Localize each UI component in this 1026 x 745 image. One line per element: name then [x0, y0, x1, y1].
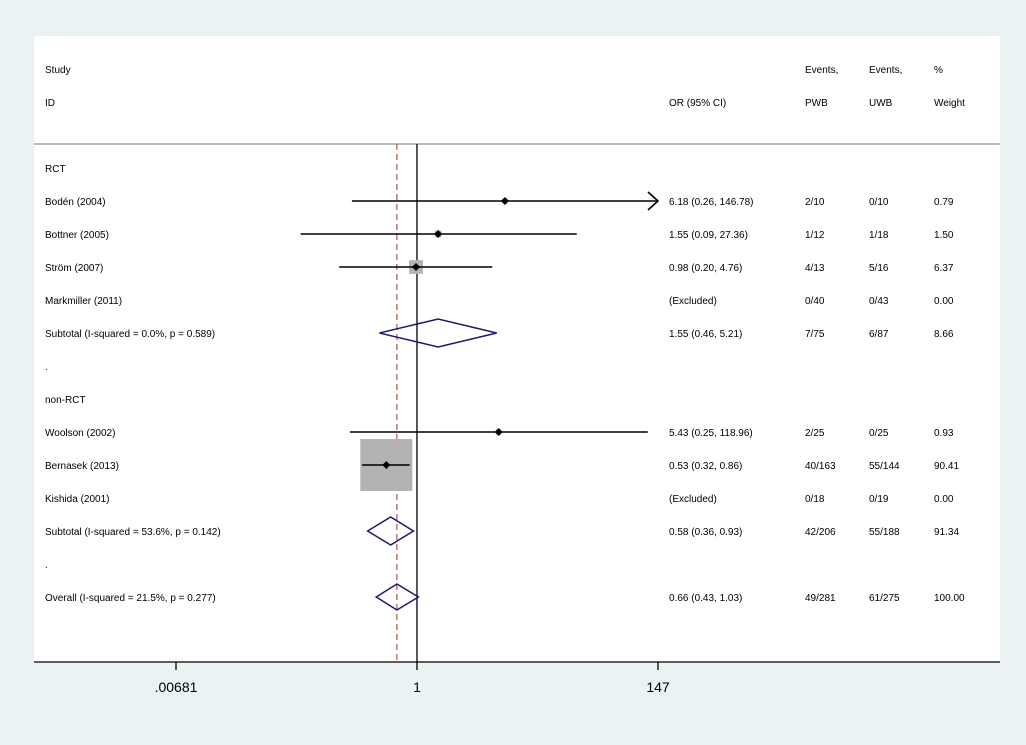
header-events-pwb-line2: PWB: [805, 98, 828, 109]
x-tick-label: 147: [646, 679, 670, 695]
table-text: Study ID OR (95% CI) Events, PWB Events,…: [45, 65, 965, 604]
point-estimate: [411, 263, 420, 271]
header-events-uwb-line1: Events,: [869, 65, 902, 76]
row-label: Bodén (2004): [45, 197, 106, 208]
overall-diamond: [374, 583, 420, 611]
weight-text: 91.34: [934, 527, 959, 538]
header-events-pwb-line1: Events,: [805, 65, 838, 76]
x-tick-label: .00681: [155, 679, 198, 695]
or-ci-text: 0.66 (0.43, 1.03): [669, 593, 742, 604]
row-label: .: [45, 560, 48, 571]
events-pwb-text: 2/25: [805, 428, 825, 439]
or-ci-text: 0.98 (0.20, 4.76): [669, 263, 742, 274]
events-uwb-text: 0/10: [869, 197, 889, 208]
events-uwb-text: 55/188: [869, 527, 900, 538]
header-id: ID: [45, 98, 55, 109]
events-uwb-text: 0/19: [869, 494, 889, 505]
events-uwb-text: 0/25: [869, 428, 889, 439]
events-pwb-text: 0/18: [805, 494, 825, 505]
reference-lines: [34, 143, 1000, 662]
or-ci-text: 0.58 (0.36, 0.93): [669, 527, 742, 538]
events-uwb-text: 1/18: [869, 230, 889, 241]
ci-arrow-right: [647, 191, 660, 211]
row-label: Ström (2007): [45, 263, 103, 274]
row-label: Subtotal (I-squared = 53.6%, p = 0.142): [45, 527, 221, 538]
row-label: RCT: [45, 164, 66, 175]
x-axis: .00681 1 147: [34, 661, 1000, 695]
point-estimate: [382, 461, 391, 469]
header-weight-line1: %: [934, 65, 943, 76]
row-label: Markmiller (2011): [45, 296, 122, 307]
header-study: Study: [45, 65, 71, 76]
weight-text: 6.37: [934, 263, 954, 274]
row-label: non-RCT: [45, 395, 86, 406]
row-label: Overall (I-squared = 21.5%, p = 0.277): [45, 593, 216, 604]
row-label: Bernasek (2013): [45, 461, 119, 472]
row-label: .: [45, 362, 48, 373]
point-estimate: [494, 428, 503, 436]
study-marks: [300, 191, 660, 611]
x-tick-label: 1: [413, 679, 421, 695]
events-uwb-text: 5/16: [869, 263, 889, 274]
events-pwb-text: 2/10: [805, 197, 825, 208]
or-ci-text: 1.55 (0.46, 5.21): [669, 329, 742, 340]
row-label: Bottner (2005): [45, 230, 109, 241]
weight-text: 8.66: [934, 329, 954, 340]
plot-background: [34, 36, 1000, 662]
events-pwb-text: 1/12: [805, 230, 825, 241]
weight-text: 0.79: [934, 197, 954, 208]
weight-text: 100.00: [934, 593, 965, 604]
events-pwb-text: 4/13: [805, 263, 825, 274]
row-label: Woolson (2002): [45, 428, 115, 439]
weight-text: 0.00: [934, 296, 954, 307]
events-uwb-text: 6/87: [869, 329, 889, 340]
or-ci-text: 6.18 (0.26, 146.78): [669, 197, 754, 208]
events-pwb-text: 49/281: [805, 593, 836, 604]
point-estimate: [500, 197, 509, 205]
or-ci-text: 0.53 (0.32, 0.86): [669, 461, 742, 472]
point-estimate: [434, 230, 443, 238]
events-pwb-text: 42/206: [805, 527, 836, 538]
weight-text: 1.50: [934, 230, 954, 241]
events-pwb-text: 0/40: [805, 296, 825, 307]
row-label: Kishida (2001): [45, 494, 109, 505]
or-ci-text: (Excluded): [669, 296, 717, 307]
weight-text: 90.41: [934, 461, 959, 472]
or-ci-text: (Excluded): [669, 494, 717, 505]
subtotal-diamond: [366, 516, 415, 546]
subtotal-diamond: [379, 318, 497, 348]
header-or-ci: OR (95% CI): [669, 98, 726, 109]
events-uwb-text: 61/275: [869, 593, 900, 604]
events-uwb-text: 55/144: [869, 461, 900, 472]
header-weight-line2: Weight: [934, 98, 965, 109]
header-events-uwb-line2: UWB: [869, 98, 893, 109]
weight-text: 0.00: [934, 494, 954, 505]
events-uwb-text: 0/43: [869, 296, 889, 307]
weight-text: 0.93: [934, 428, 954, 439]
events-pwb-text: 40/163: [805, 461, 836, 472]
events-pwb-text: 7/75: [805, 329, 825, 340]
or-ci-text: 1.55 (0.09, 27.36): [669, 230, 748, 241]
row-label: Subtotal (I-squared = 0.0%, p = 0.589): [45, 329, 215, 340]
or-ci-text: 5.43 (0.25, 118.96): [669, 428, 753, 439]
